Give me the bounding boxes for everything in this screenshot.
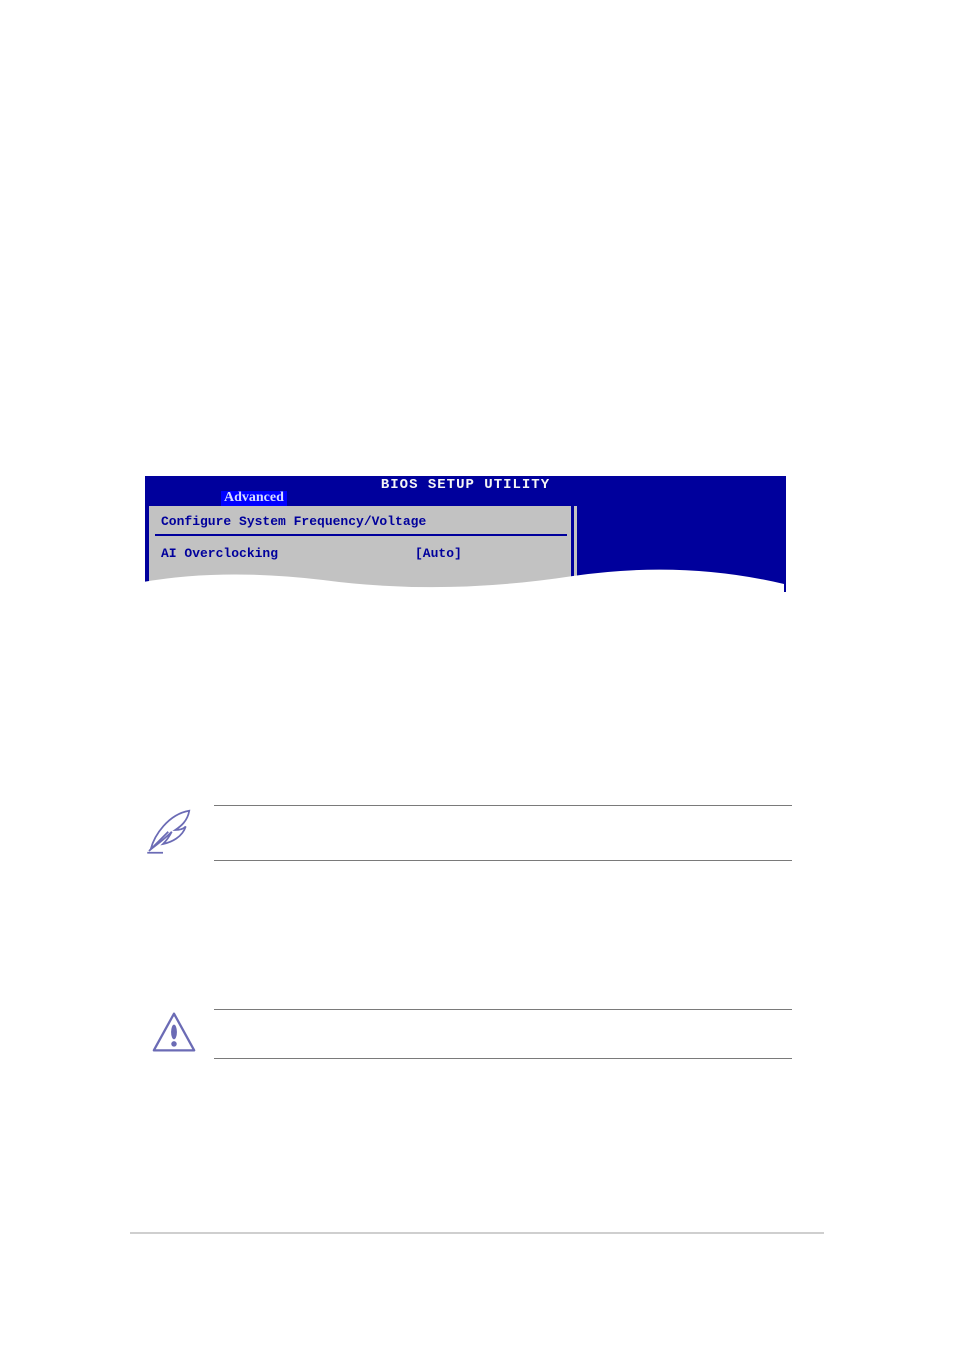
bios-body: Configure System Frequency/Voltage AI Ov… (149, 506, 782, 592)
bios-section-title: Configure System Frequency/Voltage (161, 514, 426, 529)
bios-divider (155, 534, 567, 536)
caution-triangle-icon (152, 1010, 196, 1054)
bios-item-label[interactable]: AI Overclocking (161, 546, 278, 561)
note-rule-top (214, 805, 792, 806)
tab-advanced[interactable]: Advanced (221, 491, 287, 506)
bios-right-pane (577, 506, 782, 592)
bios-panel: BIOS SETUP UTILITY Advanced Configure Sy… (145, 476, 786, 592)
caution-rule-top (214, 1009, 792, 1010)
bios-header: BIOS SETUP UTILITY Advanced (145, 476, 786, 506)
bios-left-pane: Configure System Frequency/Voltage AI Ov… (149, 506, 574, 592)
footer-rule (130, 1232, 824, 1234)
bios-item-value[interactable]: [Auto] (415, 546, 462, 561)
note-feather-icon (142, 802, 198, 858)
note-rule-bottom (214, 860, 792, 861)
caution-rule-bottom (214, 1058, 792, 1059)
